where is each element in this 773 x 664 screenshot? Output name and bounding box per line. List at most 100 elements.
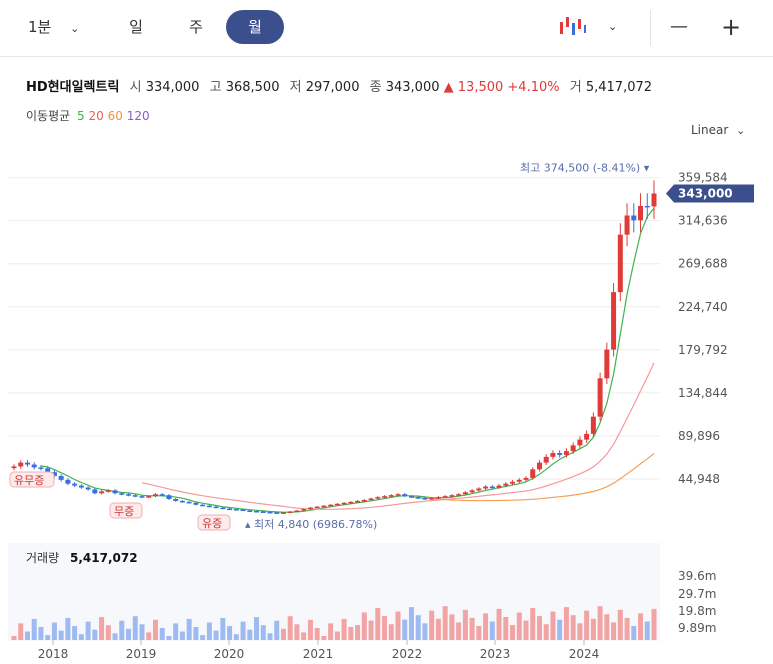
volume-bar <box>72 626 78 640</box>
volume-bar <box>247 629 253 640</box>
zoom-in-button[interactable]: + <box>720 13 742 41</box>
volume-bar <box>456 622 462 640</box>
volume-title: 거래량 <box>26 551 59 565</box>
interval-selector[interactable]: 1분 ⌄ <box>28 10 94 44</box>
volume-bar <box>301 632 307 640</box>
volume-bar <box>442 606 448 640</box>
event-marker <box>109 502 143 519</box>
high-label: 고 <box>209 80 222 95</box>
candle-body <box>139 496 145 498</box>
volume-bar <box>274 620 280 640</box>
candle-body <box>550 453 556 457</box>
candle-body <box>11 466 17 469</box>
candle-body <box>523 477 529 480</box>
volume-bar <box>550 611 556 640</box>
volume-value: 5,417,072 <box>585 80 653 95</box>
candle-body <box>496 485 502 488</box>
candle-body <box>328 504 334 507</box>
volume-bar <box>617 609 623 640</box>
volume-bar <box>651 608 657 640</box>
volume-bar <box>483 613 489 640</box>
volume-bar <box>469 617 475 640</box>
ma-60-line <box>411 453 655 502</box>
volume-bar <box>543 624 549 640</box>
candle-body <box>126 494 132 496</box>
volume-bar <box>321 636 327 640</box>
close-label: 종 <box>369 80 382 95</box>
candle-body <box>287 511 293 513</box>
volume-bar <box>408 607 414 640</box>
candle-body <box>38 467 44 469</box>
volume-bar <box>530 608 536 640</box>
candle-body <box>462 492 468 495</box>
chevron-down-icon: ⌄ <box>70 22 80 35</box>
volume-bar <box>422 623 428 640</box>
price-info: HD현대일렉트릭 시 334,000 고 368,500 저 297,000 종… <box>26 76 652 95</box>
volume-bar <box>314 627 320 640</box>
candle-body <box>570 445 576 452</box>
candle-body <box>166 495 172 500</box>
candle-body <box>557 453 563 455</box>
min-annotation: ▴ 최저 4,840 (6986.78%) <box>245 518 377 531</box>
candle-body <box>476 488 482 491</box>
candle-body <box>536 462 542 470</box>
volume-bar <box>193 627 199 640</box>
ma-5-line <box>40 207 655 513</box>
volume-bar <box>328 623 334 640</box>
volume-bar <box>307 619 313 640</box>
tab-month[interactable]: 월 <box>226 10 284 44</box>
candle-body <box>78 485 84 488</box>
candle-body <box>348 501 354 504</box>
candle-body <box>442 496 448 498</box>
volume-tick-label: 19.8m <box>678 604 716 618</box>
volume-bar <box>31 618 37 640</box>
x-tick-label: 2022 <box>392 647 423 661</box>
volume-bar <box>132 616 138 640</box>
candle-body <box>65 479 71 484</box>
tab-day[interactable]: 일 <box>129 18 143 36</box>
scale-selector[interactable]: Linear ⌄ <box>691 123 745 137</box>
x-tick-label: 2023 <box>480 647 511 661</box>
x-tick-label: 2018 <box>38 647 69 661</box>
candle-body <box>51 472 57 477</box>
zoom-out-button[interactable]: — <box>670 16 688 37</box>
volume-bar <box>624 617 630 640</box>
candle-body <box>206 505 212 508</box>
volume-bar <box>334 631 340 640</box>
candle-body <box>638 205 644 221</box>
volume-bar <box>24 631 30 640</box>
event-marker-label: 무증 <box>114 505 134 518</box>
volume-bar <box>58 630 64 640</box>
volume-bar <box>368 620 374 640</box>
volume-bar <box>435 618 441 640</box>
tab-week[interactable]: 주 <box>189 18 203 36</box>
candle-body <box>280 512 286 514</box>
volume-title-value: 5,417,072 <box>70 551 138 565</box>
candle-body <box>45 468 51 473</box>
candle-body <box>422 498 428 500</box>
price-tick-label: 179,792 <box>678 343 728 357</box>
volume-bar <box>570 615 576 640</box>
chart-type-button[interactable]: ⌄ <box>552 10 632 44</box>
price-tick-label: 359,584 <box>678 171 728 185</box>
stock-name: HD현대일렉트릭 <box>26 80 120 95</box>
volume-bar <box>173 623 179 640</box>
candle-body <box>624 215 630 235</box>
volume-bar <box>415 615 421 640</box>
candle-body <box>469 490 475 493</box>
candle-body <box>341 502 347 505</box>
candle-body <box>604 349 610 379</box>
volume-bar <box>355 625 361 640</box>
chevron-down-icon: ⌄ <box>736 124 746 137</box>
candle-body <box>489 486 495 489</box>
ma-20: 20 <box>88 109 104 123</box>
candle-body <box>240 509 246 512</box>
candle-body <box>260 511 266 513</box>
volume-label: 거 <box>569 80 582 95</box>
moving-average-legend[interactable]: 이동평균 5 20 60 120 <box>26 107 150 124</box>
volume-bar <box>159 627 165 640</box>
volume-bar <box>476 626 482 640</box>
divider <box>650 10 651 46</box>
candle-body <box>483 486 489 489</box>
